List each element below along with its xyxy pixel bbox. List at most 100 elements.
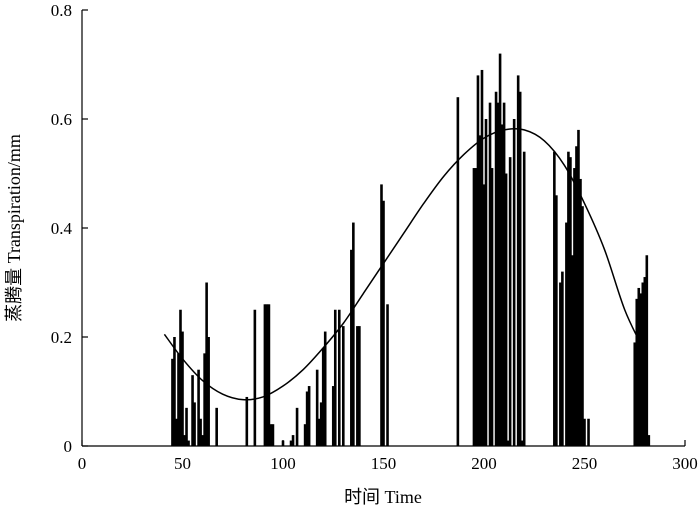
bar — [575, 146, 578, 446]
bar — [331, 386, 335, 446]
bar — [581, 206, 584, 446]
bar — [641, 282, 645, 446]
bar — [506, 440, 510, 446]
bar — [496, 102, 500, 447]
bar — [583, 418, 586, 446]
bar — [500, 124, 504, 446]
x-tick-label: 200 — [471, 454, 497, 473]
bar — [382, 200, 385, 446]
bar — [472, 168, 476, 447]
bar — [577, 129, 580, 446]
bar — [265, 304, 269, 446]
bar — [321, 347, 325, 446]
bar — [269, 424, 273, 446]
bar — [303, 424, 307, 446]
bar — [289, 440, 293, 446]
bar — [253, 309, 257, 446]
y-tick-label: 0.2 — [51, 328, 72, 347]
bar — [173, 337, 176, 446]
bar — [333, 309, 337, 446]
bar — [498, 53, 502, 446]
y-tick-label: 0.6 — [51, 110, 72, 129]
x-tick-label: 300 — [672, 454, 698, 473]
bar — [201, 435, 204, 446]
bar — [317, 418, 321, 446]
bar — [337, 309, 341, 446]
bar — [484, 119, 488, 446]
bar — [171, 358, 174, 446]
bar — [573, 168, 576, 447]
bar — [502, 102, 506, 447]
bar — [482, 184, 486, 446]
x-tick-label: 50 — [174, 454, 191, 473]
bar — [197, 369, 200, 446]
y-axis-label: 蒸腾量 Transpiration/mm — [4, 134, 24, 322]
bar — [480, 69, 484, 446]
y-tick-label: 0.4 — [51, 219, 73, 238]
bar — [350, 249, 353, 446]
bar — [207, 337, 210, 446]
bar — [637, 287, 641, 446]
bar — [571, 255, 574, 446]
bar — [508, 157, 512, 446]
bar — [305, 391, 309, 446]
bar — [474, 168, 478, 447]
bar — [559, 282, 562, 446]
x-tick-label: 150 — [371, 454, 397, 473]
bar — [267, 304, 271, 446]
bar — [191, 375, 194, 446]
bar — [569, 157, 572, 446]
bar — [456, 97, 460, 446]
bar — [478, 135, 482, 446]
bar — [490, 168, 494, 447]
bar — [512, 119, 516, 446]
bar — [553, 151, 556, 446]
y-tick-label: 0.8 — [51, 1, 72, 20]
bar — [203, 353, 206, 446]
bar — [315, 369, 319, 446]
bar — [645, 255, 649, 446]
bar — [639, 293, 643, 446]
bar — [271, 424, 275, 446]
bar — [643, 277, 647, 446]
bar — [323, 331, 327, 446]
bars — [171, 53, 651, 447]
bar — [380, 184, 383, 446]
bar — [177, 353, 180, 446]
bar — [193, 402, 196, 446]
bar — [494, 91, 498, 446]
bar — [633, 342, 637, 446]
bar — [205, 282, 208, 446]
x-tick-label: 0 — [78, 454, 87, 473]
bar — [319, 402, 323, 446]
bar — [175, 418, 178, 446]
x-axis-label: 时间 Time — [344, 487, 422, 507]
bar — [567, 151, 570, 446]
bar — [245, 396, 249, 446]
bar — [199, 418, 202, 446]
y-ticks: 0 0.2 0.4 0.6 0.8 — [51, 1, 88, 456]
y-tick-label: 0 — [64, 437, 73, 456]
bar — [263, 304, 267, 446]
bar — [476, 75, 480, 447]
bar — [179, 309, 182, 446]
bar — [187, 440, 190, 446]
bar — [181, 331, 184, 446]
bar — [215, 407, 218, 446]
bar — [183, 435, 186, 446]
bar — [587, 418, 590, 446]
bar — [579, 178, 582, 446]
x-tick-label: 100 — [270, 454, 296, 473]
bar — [522, 151, 526, 446]
bar — [358, 326, 361, 446]
bar — [647, 435, 651, 446]
bar — [352, 222, 355, 446]
bar — [516, 75, 520, 447]
bar — [185, 407, 188, 446]
bar — [520, 440, 524, 446]
bar — [291, 435, 295, 446]
bar — [635, 298, 639, 446]
bar — [356, 326, 359, 446]
bar — [342, 326, 345, 446]
